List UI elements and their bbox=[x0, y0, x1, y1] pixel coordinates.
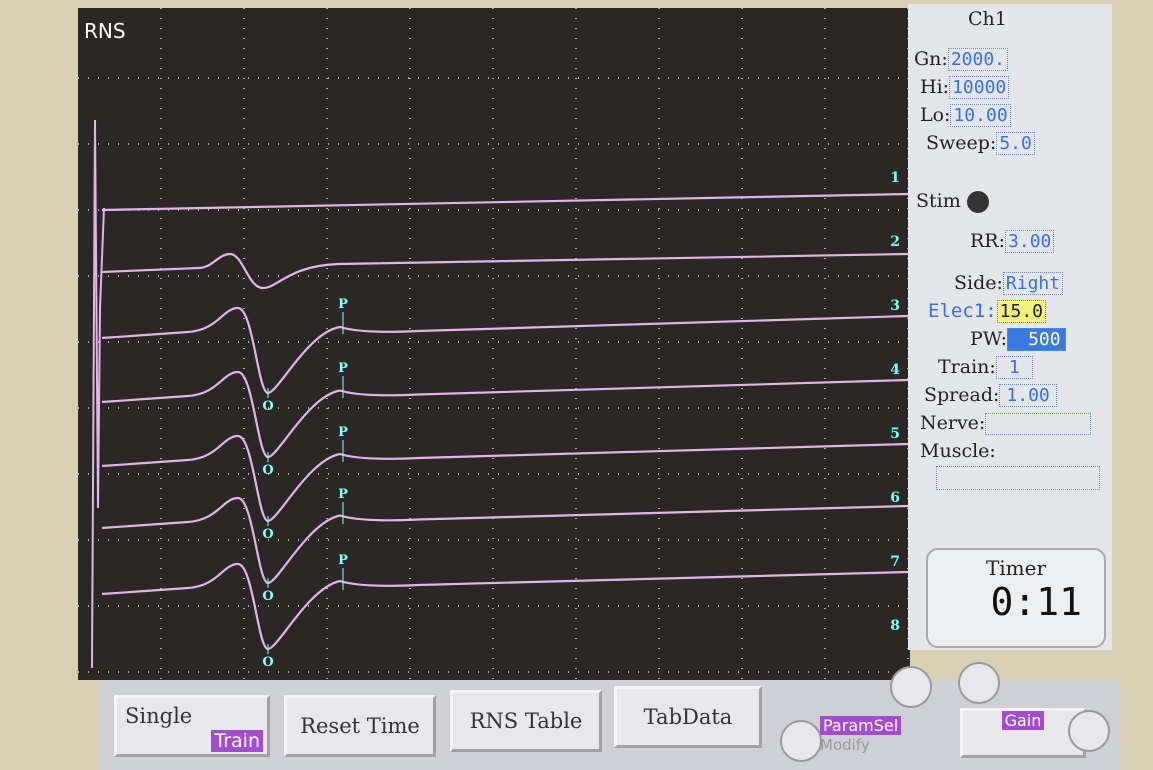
screen-title: RNS bbox=[84, 19, 126, 43]
peak-marker: P bbox=[338, 297, 348, 312]
trace-number: 4 bbox=[890, 362, 900, 378]
knob[interactable] bbox=[958, 662, 1000, 704]
nerve: Nerve: bbox=[920, 412, 1091, 435]
field-label: Lo: bbox=[920, 104, 950, 126]
settings-panel: Ch1 Gn:2000. Hi:10000 Lo:10.00 Sweep:5.0… bbox=[908, 4, 1112, 650]
field-label: Spread: bbox=[924, 384, 999, 406]
peak-marker: P bbox=[338, 487, 348, 502]
button-label: Gain bbox=[1002, 711, 1045, 730]
trough-marker: O bbox=[262, 463, 273, 478]
field: Sweep:5.0 bbox=[926, 132, 1035, 154]
field-value[interactable]: 5.0 bbox=[996, 132, 1035, 155]
field: Lo:10.00 bbox=[920, 104, 1011, 126]
field-value[interactable]: 10000 bbox=[949, 76, 1009, 99]
timer: Timer 0:11 bbox=[926, 548, 1106, 648]
field-label: RR: bbox=[970, 230, 1005, 252]
knob[interactable] bbox=[890, 666, 932, 708]
field-value[interactable]: 500 bbox=[1007, 328, 1066, 351]
muscle-input[interactable] bbox=[936, 466, 1100, 490]
peak-marker: P bbox=[338, 553, 348, 568]
field-value[interactable]: 1.00 bbox=[999, 384, 1056, 407]
trace-number: 3 bbox=[890, 298, 900, 314]
field: Spread:1.00 bbox=[924, 384, 1057, 406]
field-label: Side: bbox=[954, 272, 1003, 294]
peak-marker: P bbox=[338, 425, 348, 440]
timer-value: 0:11 bbox=[928, 580, 1104, 624]
timer-label: Timer bbox=[928, 556, 1104, 580]
peak-marker: P bbox=[338, 361, 348, 376]
field-value[interactable]: 1 bbox=[996, 356, 1033, 379]
muscle-label: Muscle: bbox=[920, 440, 996, 462]
button-label: ParamSel bbox=[820, 716, 901, 735]
trace-number: 1 bbox=[890, 170, 900, 186]
button-bar: Single Train Reset Time RNS Table TabDat… bbox=[100, 680, 1120, 770]
trace-number: 6 bbox=[890, 490, 900, 506]
field: Side:Right bbox=[954, 272, 1063, 294]
field-value[interactable]: 15.0 bbox=[997, 300, 1046, 323]
field-label: PW: bbox=[970, 328, 1007, 350]
trace-number: 7 bbox=[890, 554, 900, 570]
trough-marker: O bbox=[262, 527, 273, 542]
field-value[interactable]: 3.00 bbox=[1005, 230, 1054, 253]
paramsel-control[interactable]: ParamSel Modify bbox=[820, 716, 940, 754]
button-label: Single bbox=[125, 704, 192, 728]
field: Train:1 bbox=[938, 356, 1033, 378]
channel: Ch1 bbox=[968, 8, 1007, 30]
page: RNS 12345678POPOPOPOPO Ch1 Gn:2000. Hi:1… bbox=[0, 0, 1153, 770]
single-train-button[interactable]: Single Train bbox=[114, 695, 270, 757]
gain-button[interactable]: Gain bbox=[960, 708, 1086, 758]
knob[interactable] bbox=[1068, 710, 1110, 752]
nerve-input[interactable] bbox=[985, 413, 1091, 435]
button-label: Modify bbox=[820, 736, 870, 754]
trough-marker: O bbox=[262, 399, 273, 414]
field-value[interactable]: 10.00 bbox=[950, 104, 1010, 127]
oscilloscope-screen: RNS 1 2 3 4 5 6 7 8 P O P O P O P O P O bbox=[78, 8, 910, 680]
nerve-label: Nerve: bbox=[920, 412, 985, 434]
reset-time-button[interactable]: Reset Time bbox=[284, 695, 436, 757]
field: Hi:10000 bbox=[920, 76, 1009, 98]
stim-indicator[interactable] bbox=[967, 191, 989, 213]
stim: Stim bbox=[916, 190, 989, 213]
field: RR:3.00 bbox=[970, 230, 1054, 252]
tabdata-button[interactable]: TabData bbox=[614, 686, 762, 748]
field-label: Sweep: bbox=[926, 132, 996, 154]
trace-number: 2 bbox=[890, 234, 900, 250]
field-value[interactable]: Right bbox=[1003, 272, 1063, 295]
knob[interactable] bbox=[780, 720, 822, 762]
screen-bg bbox=[78, 8, 910, 680]
button-label: Train bbox=[211, 730, 263, 752]
stim-label: Stim bbox=[916, 190, 961, 212]
field: PW:500 bbox=[970, 328, 1066, 350]
rns-table-button[interactable]: RNS Table bbox=[450, 690, 602, 752]
field-label: Train: bbox=[938, 356, 996, 378]
field-label: Elec1: bbox=[928, 300, 997, 322]
trace-number: 5 bbox=[890, 426, 900, 442]
field: Elec1:15.0 bbox=[928, 300, 1046, 322]
field-label: Hi: bbox=[920, 76, 949, 98]
trough-marker: O bbox=[262, 655, 273, 670]
field-label: Gn: bbox=[914, 48, 948, 70]
trough-marker: O bbox=[262, 589, 273, 604]
trace-number: 8 bbox=[890, 618, 900, 634]
field-value[interactable]: 2000. bbox=[948, 48, 1008, 71]
field: Gn:2000. bbox=[914, 48, 1008, 70]
